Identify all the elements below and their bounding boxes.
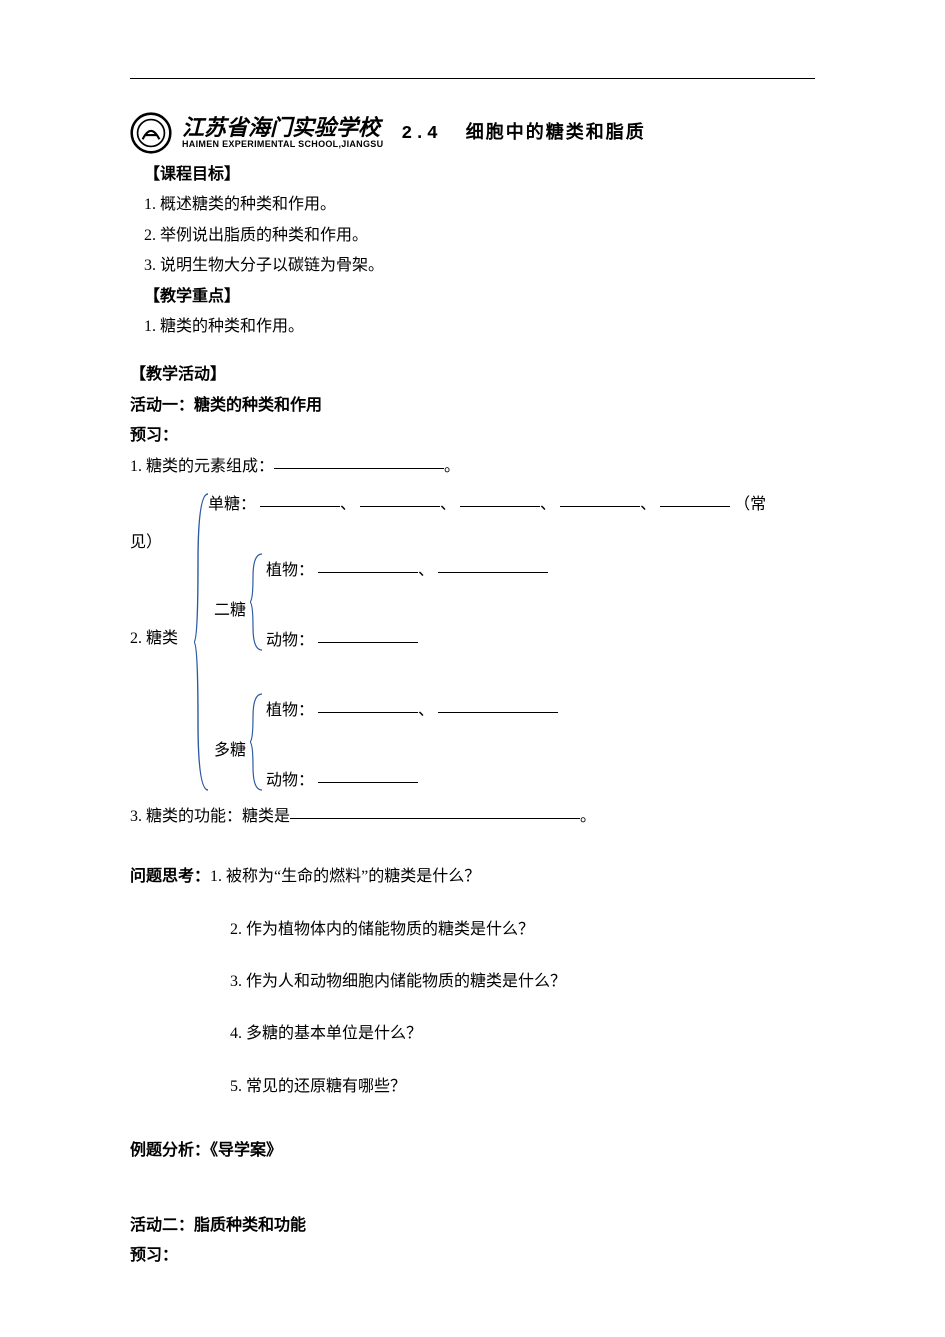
blank[interactable]	[290, 802, 580, 819]
di-plant-row: 植物： 、	[266, 556, 548, 586]
blank[interactable]	[318, 556, 418, 573]
school-logo-icon	[130, 112, 172, 154]
blank[interactable]	[560, 490, 640, 507]
q3-suffix: 。	[580, 808, 596, 825]
poly-animal-row: 动物：	[266, 766, 418, 796]
keypoints-label: 【教学重点】	[144, 282, 815, 312]
brace-icon	[194, 492, 212, 792]
objectives-item: 1. 概述糖类的种类和作用。	[144, 190, 815, 220]
tree-root: 2. 糖类	[130, 624, 178, 654]
doc-number: 2.4 细胞中的糖类和脂质	[401, 115, 645, 151]
sugar-tree: 单糖： 、 、 、 、 （常 见） 2. 糖类 二糖 植物： 、	[130, 486, 815, 796]
mono-row: 单糖： 、 、 、 、 （常	[208, 490, 815, 520]
q1-suffix: 。	[444, 458, 460, 475]
q3-prefix: 3. 糖类的功能：糖类是	[130, 808, 290, 825]
think-item: 1. 被称为“生命的燃料”的糖类是什么？	[210, 868, 480, 885]
activities-block: 【教学活动】 活动一：糖类的种类和作用 预习： 1. 糖类的元素组成： 。 单糖：…	[130, 360, 815, 1271]
blank[interactable]	[360, 490, 440, 507]
page: 江苏省海门实验学校 HAIMEN EXPERIMENTAL SCHOOL,JIA…	[0, 0, 945, 1337]
activities-label: 【教学活动】	[130, 360, 815, 390]
think-item: 3. 作为人和动物细胞内储能物质的糖类是什么？	[130, 967, 815, 997]
keypoints-item: 1. 糖类的种类和作用。	[144, 312, 815, 342]
think-item: 4. 多糖的基本单位是什么？	[130, 1019, 815, 1049]
brace-icon	[250, 552, 264, 652]
mono-note-left: （常	[734, 496, 766, 513]
poly-plant-row: 植物： 、	[266, 696, 558, 726]
example-label: 例题分析：《导学案》	[130, 1136, 815, 1166]
top-rule	[130, 78, 815, 79]
school-name-block: 江苏省海门实验学校 HAIMEN EXPERIMENTAL SCHOOL,JIA…	[182, 116, 383, 150]
blank[interactable]	[318, 626, 418, 643]
di-plant-label: 植物：	[266, 562, 314, 579]
brace-icon	[250, 692, 264, 792]
blank[interactable]	[660, 490, 730, 507]
di-animal-row: 动物：	[266, 626, 418, 656]
preview-label: 预习：	[130, 421, 815, 451]
think-item: 5. 常见的还原糖有哪些？	[130, 1072, 815, 1102]
blank[interactable]	[438, 696, 558, 713]
poly-plant-label: 植物：	[266, 702, 314, 719]
blank[interactable]	[438, 556, 548, 573]
activity1-q3: 3. 糖类的功能：糖类是 。	[130, 802, 815, 832]
di-animal-label: 动物：	[266, 632, 314, 649]
blank[interactable]	[460, 490, 540, 507]
preview-label-2: 预习：	[130, 1241, 815, 1271]
q1-prefix: 1. 糖类的元素组成：	[130, 458, 274, 475]
objectives-item: 2. 举例说出脂质的种类和作用。	[144, 221, 815, 251]
think-block: 问题思考：1. 被称为“生命的燃料”的糖类是什么？	[130, 862, 815, 892]
objectives-label: 【课程目标】	[144, 160, 815, 190]
school-name-cn: 江苏省海门实验学校	[182, 116, 383, 140]
objectives-item: 3. 说明生物大分子以碳链为骨架。	[144, 251, 815, 281]
school-name-en: HAIMEN EXPERIMENTAL SCHOOL,JIANGSU	[182, 140, 383, 150]
poly-animal-label: 动物：	[266, 772, 314, 789]
activity1-title: 活动一：糖类的种类和作用	[130, 391, 815, 421]
blank[interactable]	[318, 696, 418, 713]
activity2-title: 活动二：脂质种类和功能	[130, 1211, 815, 1241]
poly-label: 多糖	[214, 736, 246, 766]
mono-label: 单糖：	[208, 496, 256, 513]
mono-note-right: 见）	[130, 528, 162, 558]
objectives-block: 【课程目标】 1. 概述糖类的种类和作用。 2. 举例说出脂质的种类和作用。 3…	[130, 160, 815, 342]
blank[interactable]	[260, 490, 340, 507]
doc-title-text: 细胞中的糖类和脂质	[466, 122, 646, 142]
header: 江苏省海门实验学校 HAIMEN EXPERIMENTAL SCHOOL,JIA…	[130, 112, 815, 154]
think-label: 问题思考：	[130, 868, 210, 885]
blank[interactable]	[318, 766, 418, 783]
activity1-q1: 1. 糖类的元素组成： 。	[130, 452, 815, 482]
think-item: 2. 作为植物体内的储能物质的糖类是什么？	[130, 915, 815, 945]
di-label: 二糖	[214, 596, 246, 626]
blank[interactable]	[274, 452, 444, 469]
